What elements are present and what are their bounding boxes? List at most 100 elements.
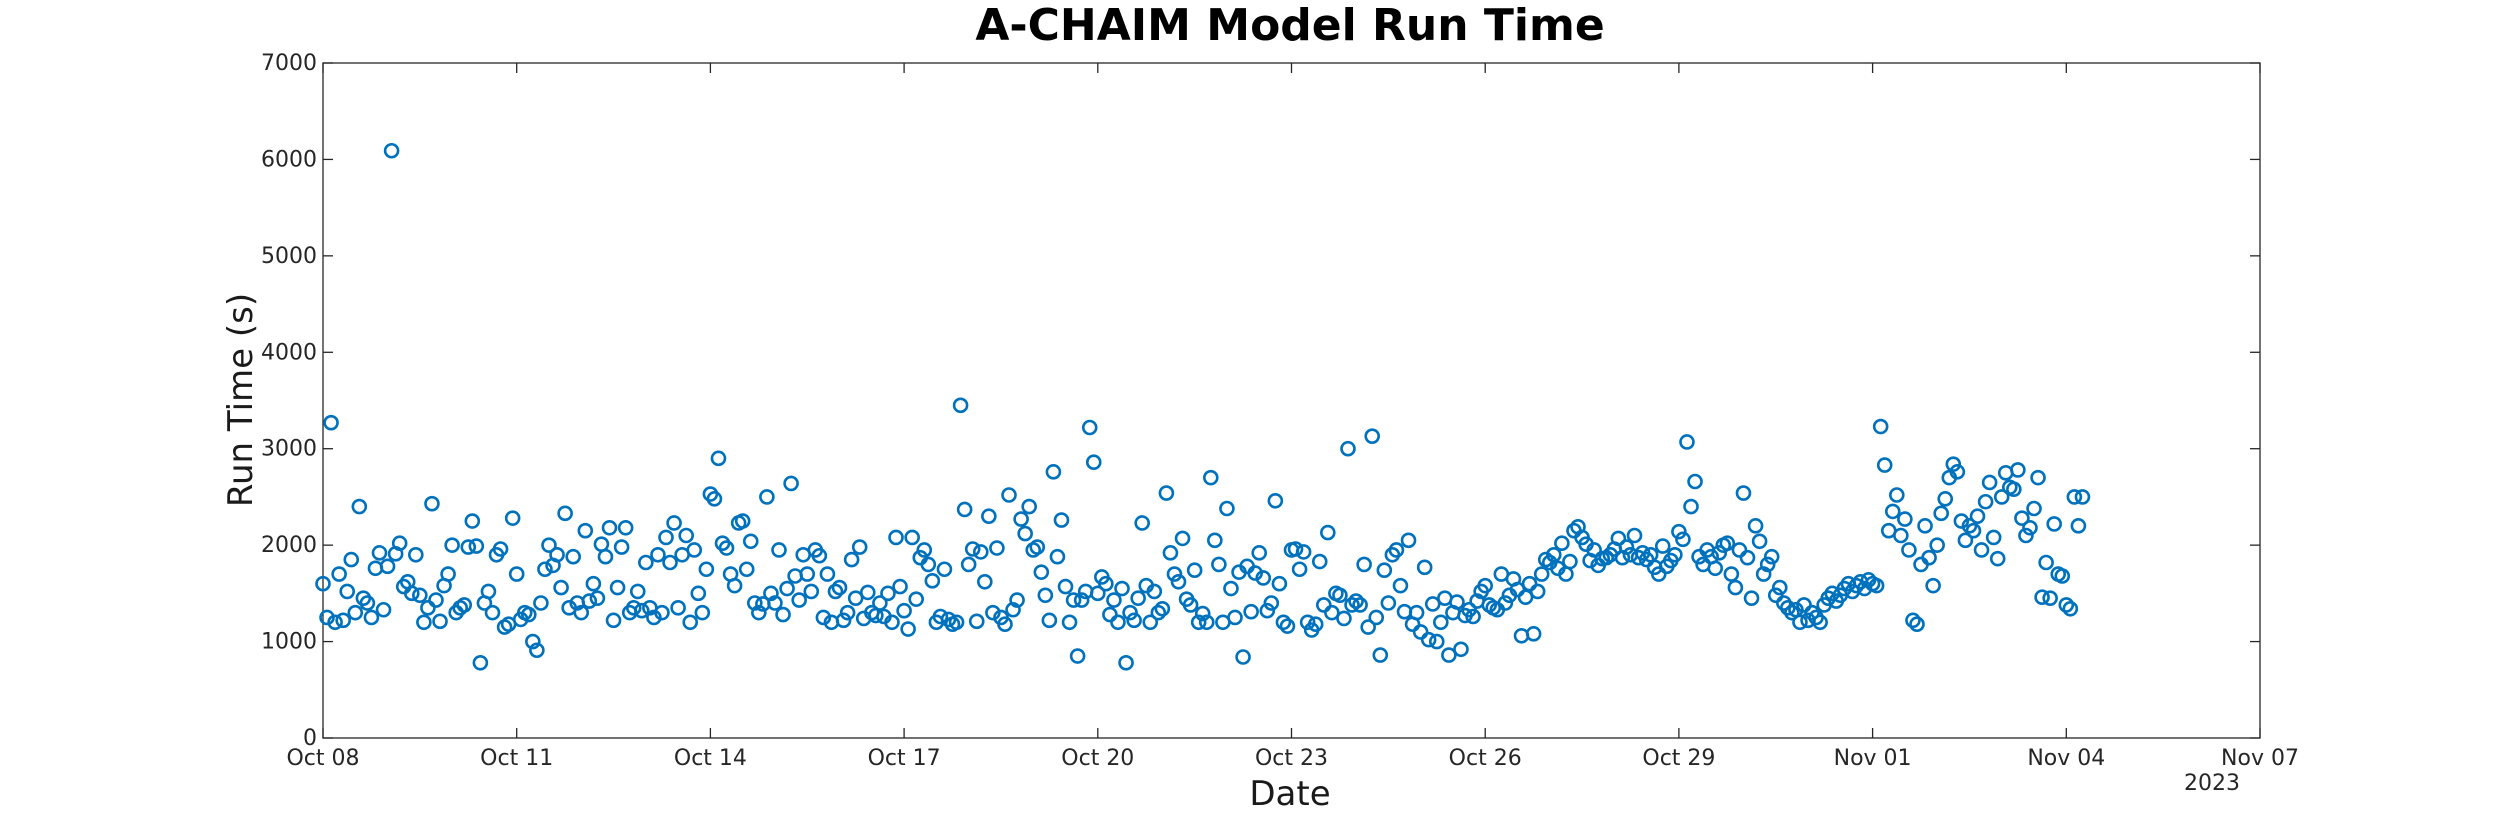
- data-point: [492, 541, 509, 557]
- data-point: [1985, 529, 2002, 546]
- x-tick-label: Oct 29: [1642, 746, 1715, 771]
- data-point: [948, 614, 965, 631]
- data-point: [1299, 614, 1316, 631]
- data-point: [1106, 592, 1122, 608]
- data-point: [549, 546, 565, 563]
- data-point: [1150, 604, 1167, 621]
- data-point: [529, 642, 545, 659]
- data-point: [900, 621, 916, 637]
- data-point: [1122, 604, 1138, 621]
- data-point: [1933, 505, 1950, 522]
- data-point: [1017, 525, 1033, 542]
- data-point: [1897, 511, 1913, 527]
- data-point: [1420, 631, 1437, 648]
- data-point: [1719, 535, 1736, 552]
- data-point: [1166, 566, 1183, 582]
- data-point: [1679, 434, 1695, 450]
- data-point: [779, 580, 795, 597]
- data-point: [666, 515, 682, 531]
- data-point: [1723, 566, 1740, 582]
- data-point: [646, 609, 662, 626]
- data-point: [904, 529, 920, 546]
- data-point: [1142, 614, 1159, 631]
- x-tick-label: Nov 04: [2027, 746, 2105, 771]
- data-point: [1945, 456, 1962, 472]
- data-point: [1194, 605, 1211, 622]
- data-point: [428, 592, 444, 608]
- data-point: [1219, 500, 1235, 517]
- data-point: [831, 579, 848, 596]
- data-point: [1251, 545, 1268, 561]
- data-point: [1767, 587, 1784, 604]
- data-point: [1291, 561, 1308, 578]
- data-point: [1255, 570, 1272, 586]
- data-point: [1005, 601, 1021, 618]
- data-point: [1227, 609, 1243, 626]
- x-tick-label: Oct 08: [286, 746, 359, 771]
- data-point: [371, 545, 388, 561]
- data-point: [763, 585, 779, 602]
- data-point: [1057, 578, 1074, 595]
- data-point: [408, 546, 424, 563]
- data-point: [1525, 626, 1542, 642]
- data-point: [960, 556, 977, 573]
- data-point: [1356, 556, 1372, 573]
- data-point: [597, 548, 614, 565]
- data-point: [1053, 512, 1070, 528]
- data-point: [1675, 531, 1691, 548]
- data-point: [638, 554, 654, 571]
- data-point: [420, 600, 436, 616]
- x-tick-label: Nov 01: [1834, 746, 1912, 771]
- data-point: [892, 578, 908, 595]
- data-point: [1889, 487, 1905, 503]
- data-point: [1324, 604, 1340, 621]
- data-point: [2006, 481, 2022, 498]
- data-point: [1925, 577, 1941, 594]
- data-point: [678, 527, 694, 544]
- data-point: [331, 566, 347, 582]
- data-point: [1687, 473, 1703, 490]
- data-point: [670, 600, 686, 616]
- data-point: [1154, 600, 1171, 617]
- data-point: [533, 595, 549, 611]
- data-point: [989, 540, 1005, 556]
- data-point: [2038, 554, 2054, 571]
- x-tick-label: Oct 14: [674, 746, 747, 771]
- data-point: [1909, 616, 1925, 633]
- data-point: [964, 541, 981, 557]
- data-point: [1562, 553, 1578, 570]
- data-point: [1727, 579, 1744, 596]
- data-point: [1376, 562, 1393, 579]
- data-point: [1186, 562, 1203, 579]
- data-point: [609, 579, 626, 596]
- data-point: [1618, 539, 1635, 555]
- data-point: [1453, 641, 1469, 658]
- data-point: [613, 539, 630, 555]
- data-point: [1441, 647, 1457, 663]
- data-point: [1497, 595, 1514, 611]
- data-point: [1085, 454, 1102, 471]
- data-point: [1763, 548, 1780, 565]
- data-point: [650, 546, 666, 563]
- data-point: [1114, 580, 1130, 597]
- data-point: [1449, 594, 1465, 610]
- data-point: [1521, 575, 1538, 592]
- data-point: [343, 551, 360, 568]
- y-tick-label: 5000: [261, 244, 317, 269]
- data-point: [1610, 530, 1627, 547]
- data-point: [1090, 585, 1106, 602]
- data-point: [1190, 614, 1207, 631]
- data-point: [956, 501, 973, 518]
- data-point: [662, 554, 678, 571]
- data-point: [791, 592, 807, 608]
- data-point: [1626, 527, 1643, 544]
- data-point: [1146, 583, 1163, 600]
- data-point: [565, 548, 581, 565]
- data-point: [633, 602, 650, 619]
- data-point: [1207, 532, 1223, 549]
- data-point: [537, 561, 553, 578]
- data-point: [464, 513, 481, 529]
- data-point: [1973, 542, 1990, 558]
- data-point: [1400, 532, 1417, 549]
- data-point: [1546, 546, 1562, 563]
